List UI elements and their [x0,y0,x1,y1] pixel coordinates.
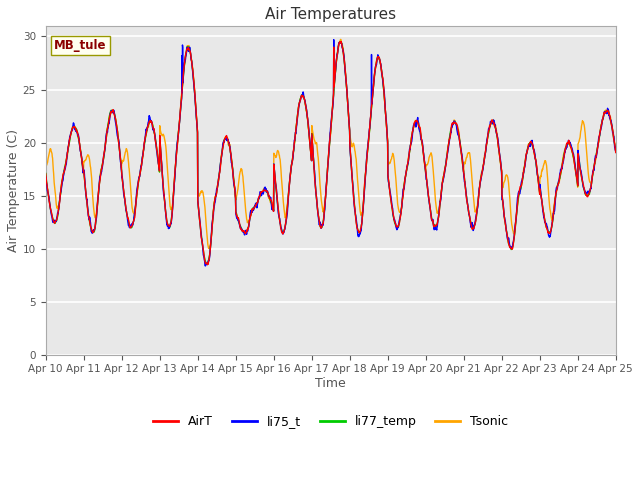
Y-axis label: Air Temperature (C): Air Temperature (C) [7,129,20,252]
Legend: AirT, li75_t, li77_temp, Tsonic: AirT, li75_t, li77_temp, Tsonic [148,410,513,433]
X-axis label: Time: Time [316,377,346,390]
Title: Air Temperatures: Air Temperatures [265,7,396,22]
Text: MB_tule: MB_tule [54,39,107,52]
